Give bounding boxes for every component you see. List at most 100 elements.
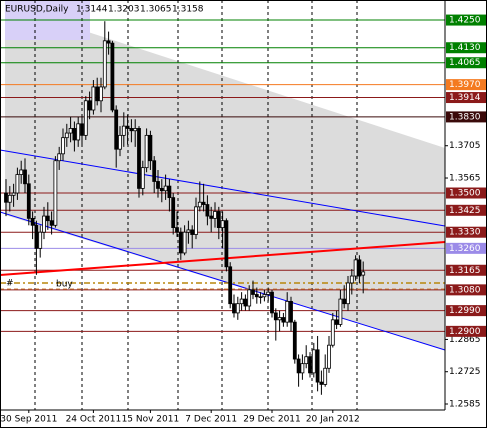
candle-body	[38, 231, 43, 249]
candle-body	[121, 125, 126, 136]
ohlc-high: 1.3203	[108, 5, 140, 15]
candle-body	[72, 128, 77, 141]
candle-body	[304, 356, 309, 365]
symbol: EURUSD,Daily	[5, 5, 69, 15]
candle-body	[137, 128, 141, 189]
candle-body	[216, 211, 221, 228]
candle-body	[7, 194, 12, 203]
levels	[0, 19, 445, 332]
trend-line	[0, 241, 446, 276]
candle-body	[235, 303, 240, 314]
trend-line	[0, 149, 446, 227]
candle-body	[140, 167, 145, 189]
order-label: buy	[56, 280, 73, 290]
candle-body	[327, 344, 331, 369]
channel-area	[5, 5, 445, 350]
level-label: 1.3830	[449, 112, 481, 122]
candle-body	[68, 128, 73, 134]
candle-body	[251, 289, 255, 295]
candle-body	[114, 109, 119, 150]
candle-body	[57, 153, 62, 162]
level-label: 1.3500	[449, 189, 481, 199]
candle-body	[342, 298, 347, 305]
x-tick-label: 30 Sep 2011	[0, 415, 57, 425]
candle-body	[338, 298, 343, 325]
candle-body	[129, 128, 134, 132]
y-tick-label: 1.2725	[449, 367, 481, 377]
candle-body	[95, 86, 100, 102]
level-tag	[446, 79, 486, 91]
candle-body	[15, 174, 20, 194]
candle-body	[26, 183, 31, 219]
candle-body	[4, 192, 8, 203]
y-tick-label: 1.2585	[449, 400, 481, 410]
candle-body	[53, 160, 58, 226]
level-label: 1.3330	[449, 228, 481, 238]
level-label: 1.3970	[449, 80, 481, 90]
y-tick-label: 1.3565	[449, 174, 481, 184]
level-tag	[446, 57, 486, 69]
candle-body	[209, 215, 214, 219]
level-label: 1.2900	[449, 327, 481, 337]
level-tag	[446, 284, 486, 296]
candle-body	[270, 291, 274, 314]
x-tick-label: 20 Jan 2012	[306, 415, 360, 425]
candle-body	[91, 86, 96, 111]
level-label: 1.4250	[449, 16, 481, 26]
level-tag	[446, 92, 486, 104]
candle-body	[11, 192, 16, 196]
candle-body	[346, 282, 350, 305]
candle-body	[353, 259, 358, 277]
candles	[4, 21, 366, 395]
candle-body	[87, 100, 92, 111]
candle-body	[178, 231, 183, 254]
level-tag	[446, 14, 486, 26]
y-tick-label: 1.3705	[449, 141, 481, 151]
x-tick-label: 15 Nov 2011	[122, 415, 180, 425]
level-tag	[446, 305, 486, 317]
candle-body	[273, 312, 278, 321]
order-label: #	[6, 279, 14, 289]
candle-body	[300, 363, 305, 374]
candle-body	[289, 300, 293, 323]
level-tag	[446, 242, 486, 254]
candle-body	[23, 169, 27, 185]
candle-body	[76, 123, 81, 141]
candle-body	[49, 220, 54, 226]
candle-body	[167, 185, 172, 199]
candle-body	[311, 349, 316, 374]
candle-body	[133, 128, 138, 132]
candle-body	[30, 217, 35, 226]
candle-body	[292, 321, 297, 360]
candle-body	[197, 201, 202, 208]
candle-body	[254, 294, 259, 298]
candle-body	[42, 215, 46, 233]
candle-body	[224, 220, 229, 268]
level-label: 1.2990	[449, 306, 481, 316]
candle-body	[144, 134, 149, 169]
candle-body	[45, 215, 50, 222]
candle-body	[220, 220, 225, 228]
candle-body	[266, 291, 271, 295]
candle-body	[110, 42, 115, 111]
candle-body	[171, 197, 176, 228]
candle-body	[315, 349, 320, 383]
level-tag	[446, 187, 486, 199]
candle-body	[61, 137, 65, 155]
candle-body	[163, 185, 168, 192]
candle-body	[296, 358, 301, 374]
candle-body	[80, 123, 84, 136]
candle-body	[152, 160, 157, 182]
candle-body	[239, 298, 244, 305]
candle-body	[19, 169, 24, 175]
candle-body	[277, 317, 282, 321]
candle-body	[201, 201, 206, 205]
candle-body	[334, 319, 339, 325]
candle-body	[262, 294, 267, 298]
candle-body	[125, 125, 130, 129]
candle-body	[247, 289, 252, 307]
candle-body	[83, 100, 88, 136]
level-label: 1.3425	[449, 206, 481, 216]
